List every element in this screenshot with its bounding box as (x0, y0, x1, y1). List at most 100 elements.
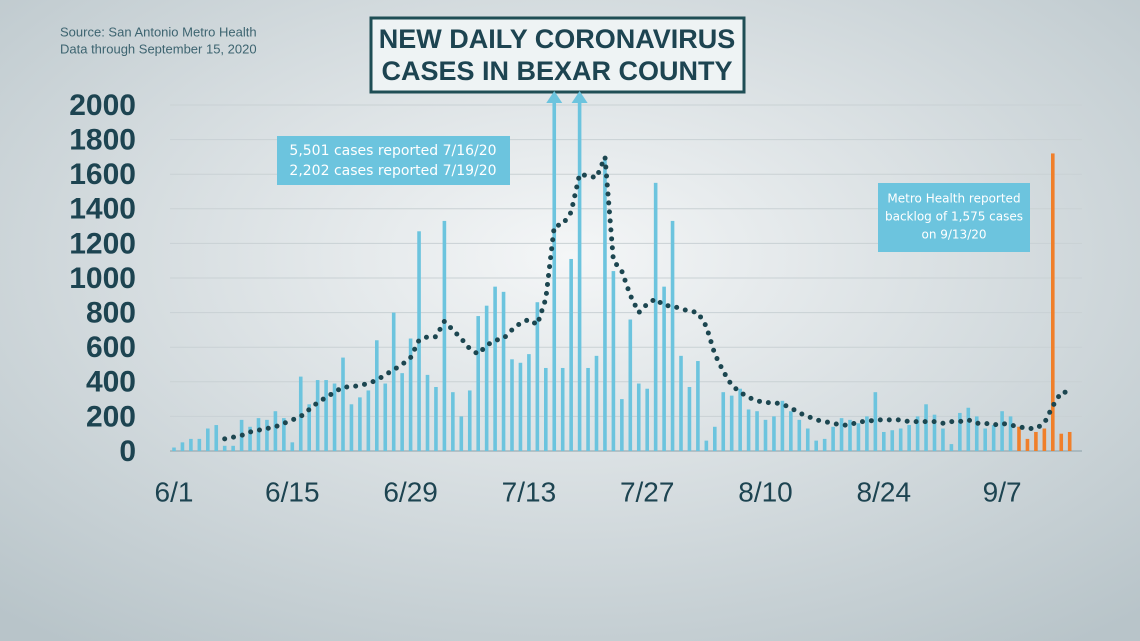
annotation: 5,501 cases reported 7/16/20 (289, 143, 496, 159)
bar (1051, 153, 1055, 451)
bar (966, 407, 971, 451)
bar (569, 258, 573, 451)
bar (391, 312, 396, 451)
bar (290, 442, 295, 451)
bar (755, 411, 759, 451)
annotations: 5,501 cases reported 7/16/20 2,202 cases… (277, 136, 1030, 252)
bar (670, 220, 675, 451)
bar (797, 419, 802, 451)
x-tick-label: 8/10 (738, 476, 793, 507)
y-tick-label: 2000 (69, 89, 136, 122)
bar (729, 395, 734, 451)
x-tick-label: 9/7 (983, 476, 1022, 507)
bar (206, 428, 210, 451)
bar (772, 416, 776, 451)
bar (586, 367, 590, 451)
bar (620, 399, 624, 451)
bar (459, 416, 464, 451)
bar (510, 359, 514, 451)
bar (1000, 411, 1004, 451)
x-tick-label: 8/24 (857, 476, 912, 507)
bar (375, 340, 379, 451)
bar (552, 97, 557, 451)
bar (425, 374, 430, 451)
bar (256, 418, 261, 451)
annotation: backlog of 1,575 cases (885, 210, 1023, 224)
bar (172, 447, 176, 451)
bar (248, 426, 252, 451)
bar (636, 383, 641, 451)
bar (332, 383, 337, 451)
bar (214, 425, 219, 451)
bar (974, 416, 979, 451)
bar (603, 158, 607, 451)
annotation-box (878, 183, 1030, 252)
bar (932, 414, 937, 451)
bar (865, 416, 869, 451)
x-tick-label: 7/13 (502, 476, 557, 507)
bar (1008, 416, 1013, 451)
bar (197, 438, 202, 451)
annotation-box (277, 136, 510, 185)
bar (822, 438, 827, 451)
bars (172, 97, 1072, 451)
bar (941, 428, 945, 451)
source: Data through September 15, 2020 (60, 41, 257, 56)
bar (907, 425, 911, 451)
y-tick-label: 1800 (69, 124, 136, 157)
x-tick-label: 6/1 (155, 476, 194, 507)
bar (1017, 426, 1021, 451)
bar (704, 440, 709, 451)
bar (1034, 431, 1038, 451)
bar (349, 404, 354, 451)
bar (721, 392, 726, 451)
bar (265, 419, 269, 451)
bar (746, 409, 751, 451)
bar (983, 428, 987, 451)
bar (451, 392, 455, 451)
chart-title: NEW DAILY CORONAVIRUS (379, 24, 736, 54)
bar (873, 392, 878, 451)
bar (1059, 433, 1064, 451)
chart-title: CASES IN BEXAR COUNTY (381, 56, 732, 86)
bar (696, 361, 700, 451)
bar (687, 386, 692, 451)
annotation: on 9/13/20 (921, 228, 986, 242)
bar (467, 390, 472, 451)
bar (577, 97, 582, 451)
y-tick-label: 800 (86, 297, 136, 330)
bar (713, 426, 717, 451)
overflow-arrow (571, 91, 588, 103)
bar (814, 440, 818, 451)
bar (222, 445, 227, 451)
bar (434, 386, 438, 451)
bar (358, 397, 362, 451)
bar (789, 411, 793, 451)
bar (1067, 431, 1072, 451)
bar (679, 355, 683, 451)
bar (898, 428, 903, 451)
bar (501, 291, 506, 451)
bar (408, 338, 413, 451)
bar (560, 367, 565, 451)
bar (848, 419, 852, 451)
bar (915, 416, 920, 451)
source: Source: San Antonio Metro Health (60, 24, 257, 39)
bar (645, 388, 649, 451)
bar (890, 430, 895, 451)
bar (738, 388, 742, 451)
bar (231, 445, 235, 451)
y-tick-label: 1000 (69, 262, 136, 295)
bar (535, 302, 540, 451)
bar (315, 380, 320, 451)
annotation: Metro Health reported (887, 192, 1020, 206)
annotation: 2,202 cases reported 7/19/20 (289, 163, 496, 179)
y-tick-label: 0 (119, 435, 136, 468)
bar (611, 271, 616, 451)
y-tick-label: 1600 (69, 158, 136, 191)
y-tick-label: 200 (86, 400, 136, 433)
bar (662, 286, 666, 451)
x-tick-label: 6/29 (383, 476, 438, 507)
bar (189, 438, 193, 451)
